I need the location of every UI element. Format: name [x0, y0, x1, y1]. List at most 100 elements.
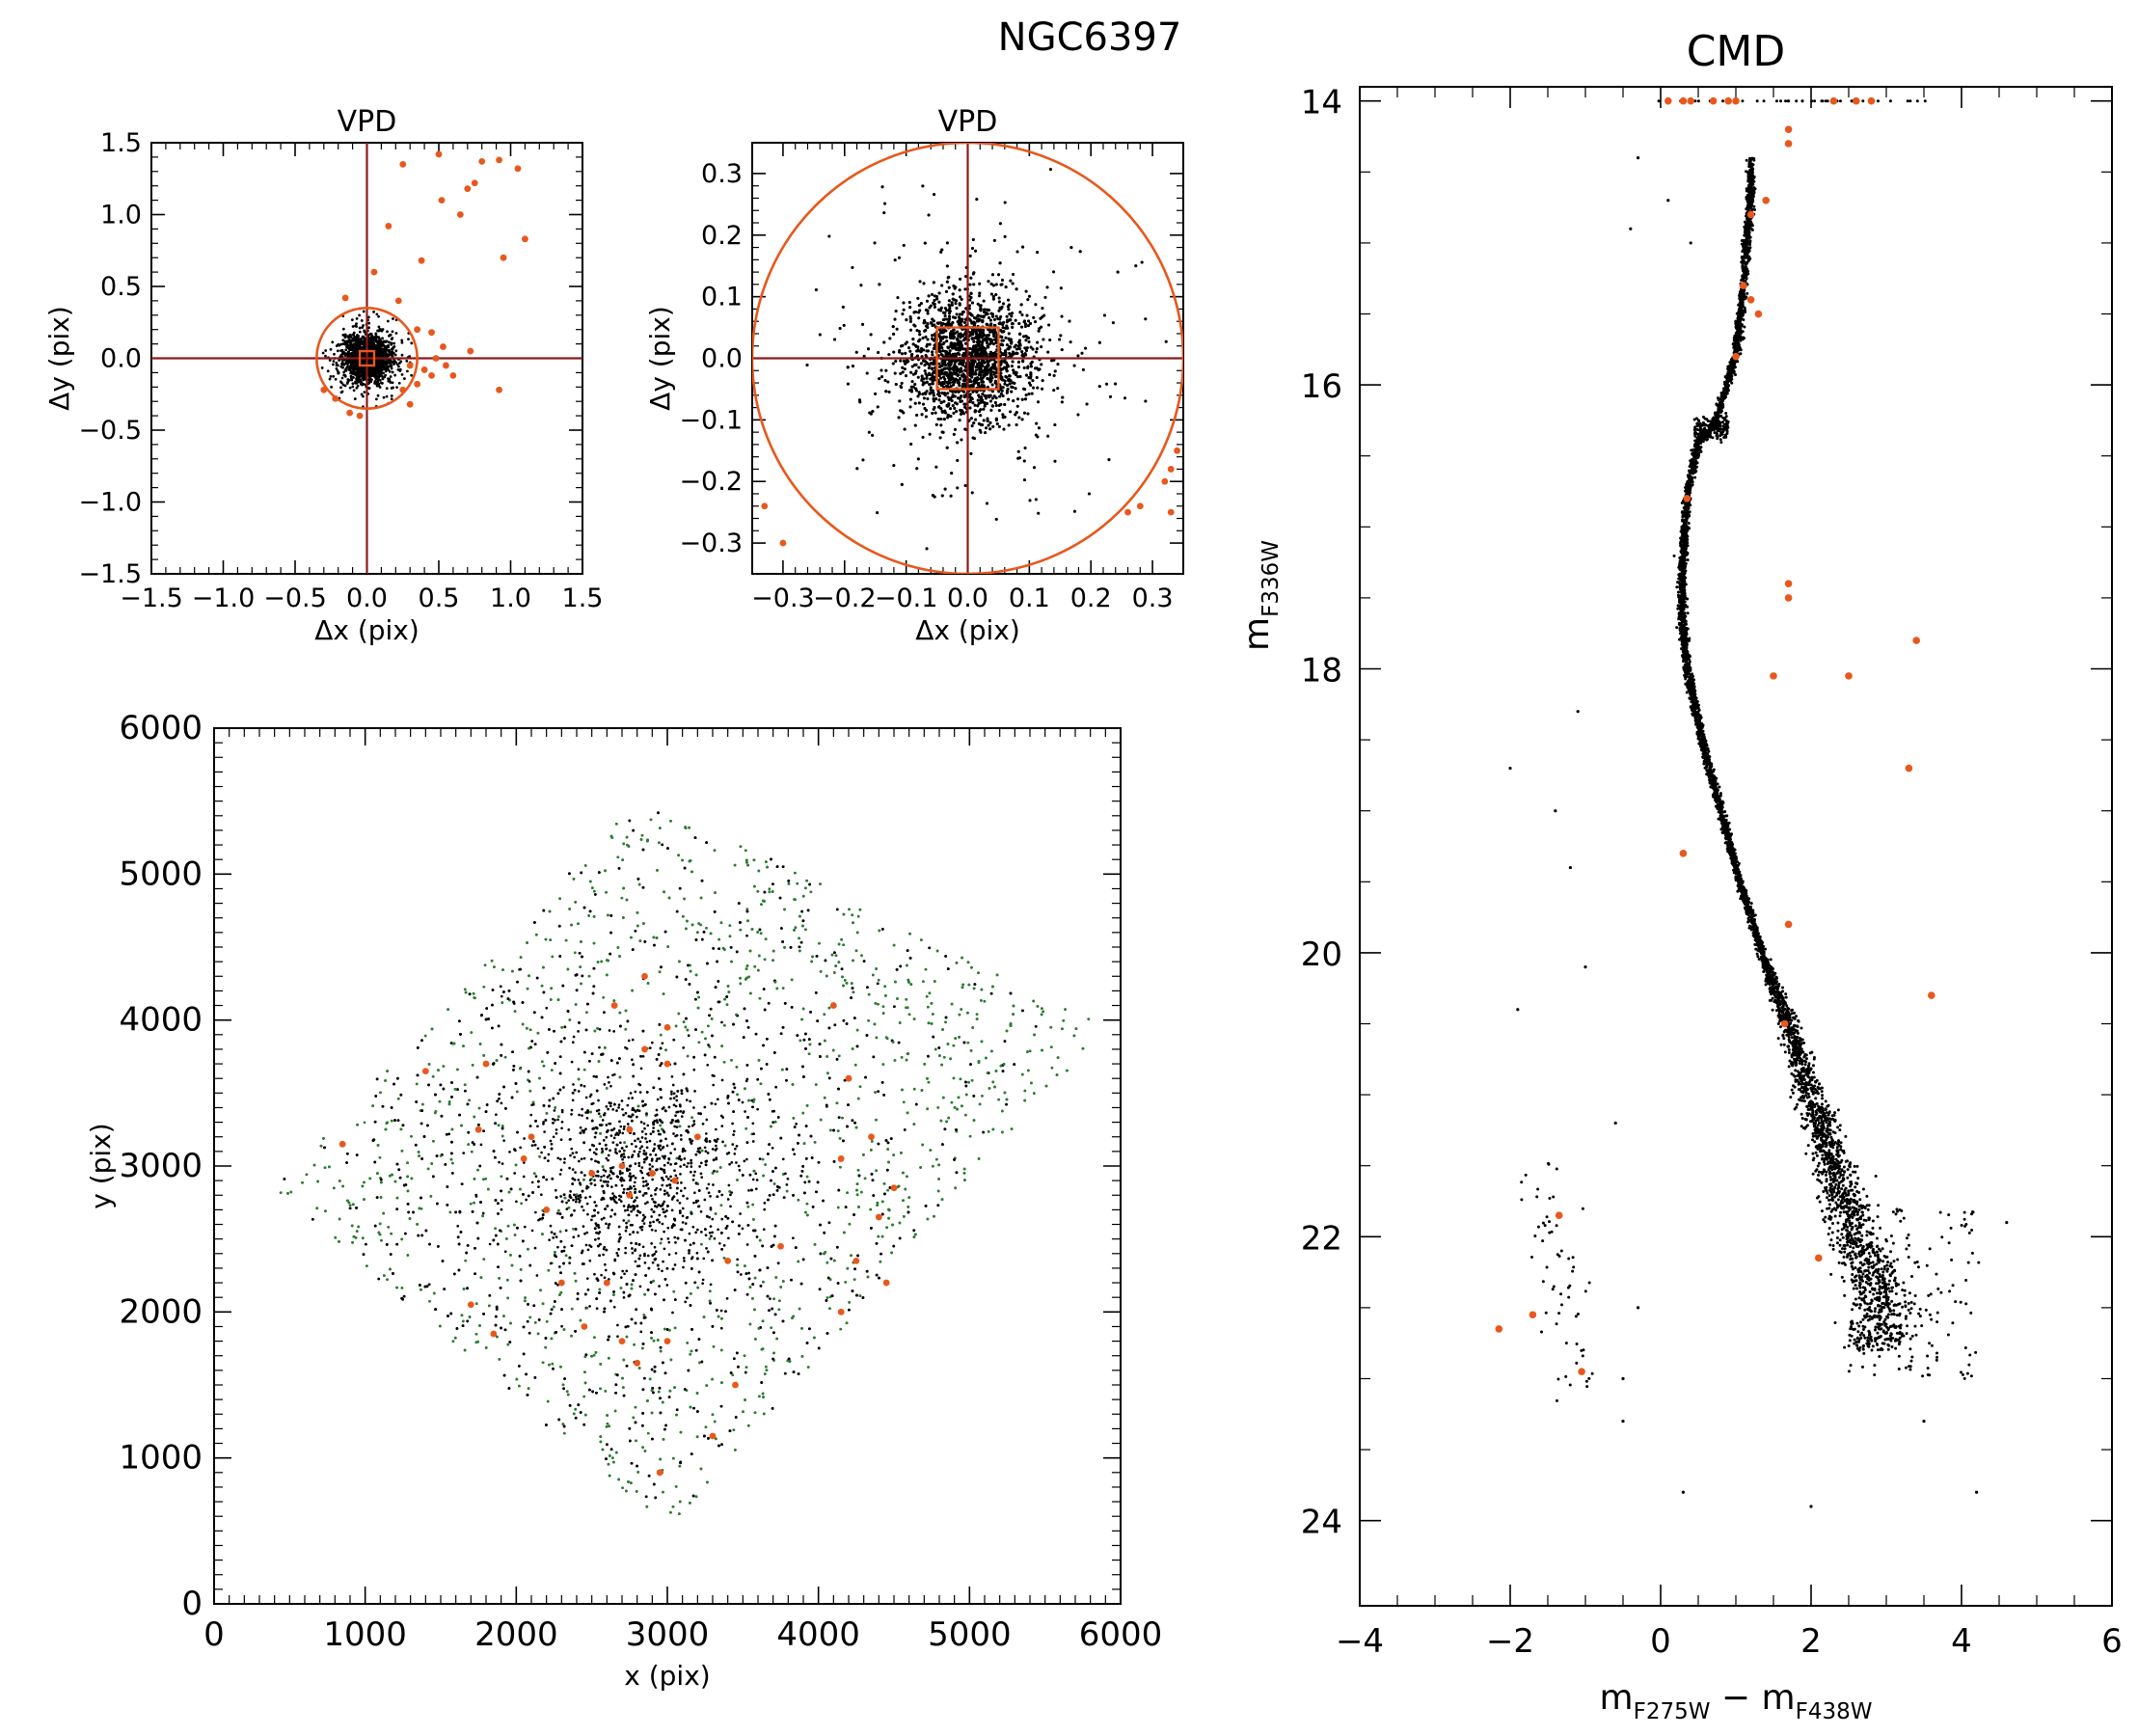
- member-star-point: [377, 314, 380, 318]
- member-star-point: [321, 351, 325, 355]
- member-star-point: [353, 349, 357, 353]
- member-star-point: [982, 419, 986, 422]
- field-star-point: [394, 297, 402, 305]
- member-star-point: [328, 377, 332, 381]
- member-star-point: [380, 359, 384, 363]
- inner-selection-box: [358, 349, 376, 367]
- member-star-point: [869, 412, 873, 416]
- member-star-point: [974, 368, 978, 372]
- member-star-point: [917, 316, 921, 320]
- member-star-point: [1059, 334, 1063, 338]
- member-star-point: [384, 339, 388, 343]
- field-star-point: [428, 329, 435, 337]
- member-star-point: [394, 361, 398, 365]
- member-star-point: [1035, 376, 1039, 380]
- y-tick-label: 0.5: [100, 272, 142, 302]
- member-star-point: [946, 395, 950, 399]
- member-star-point: [1037, 400, 1041, 404]
- member-star-point: [370, 347, 374, 351]
- member-star-point: [851, 266, 854, 270]
- member-star-point: [1015, 347, 1018, 351]
- field-star-point: [438, 197, 446, 204]
- member-star-point: [977, 373, 981, 377]
- member-star-point: [340, 376, 344, 380]
- member-star-point: [363, 391, 366, 393]
- member-star-point: [355, 362, 358, 366]
- member-star-point: [348, 386, 352, 390]
- member-star-point: [361, 361, 365, 364]
- member-star-point: [1002, 427, 1006, 431]
- member-star-point: [943, 307, 947, 311]
- member-star-point: [326, 369, 330, 373]
- member-star-point: [914, 369, 918, 373]
- member-star-point: [1007, 397, 1011, 401]
- member-star-point: [1026, 298, 1030, 302]
- member-star-point: [1042, 338, 1045, 341]
- member-star-point: [383, 367, 387, 370]
- member-star-point: [923, 369, 927, 373]
- field-star-point: [320, 386, 328, 393]
- member-star-point: [400, 339, 404, 342]
- member-star-point: [886, 380, 890, 384]
- member-star-point: [360, 346, 364, 349]
- member-star-point: [1111, 321, 1115, 325]
- field-star-point: [399, 386, 407, 393]
- member-star-point: [336, 349, 339, 353]
- member-star-point: [883, 379, 887, 383]
- member-star-point: [909, 443, 913, 447]
- member-star-point: [933, 347, 936, 351]
- member-star-point: [916, 394, 920, 398]
- member-star-point: [921, 402, 925, 406]
- member-star-point: [376, 329, 380, 333]
- member-star-point: [1144, 317, 1148, 321]
- member-star-point: [1022, 335, 1026, 339]
- member-star-point: [388, 334, 392, 337]
- member-star-point: [940, 494, 944, 498]
- member-star-point: [351, 338, 355, 341]
- plot-area: [151, 143, 582, 574]
- member-star-point: [371, 335, 375, 339]
- member-star-point: [356, 353, 359, 356]
- member-star-point: [1027, 381, 1031, 385]
- member-star-point: [348, 348, 352, 352]
- member-star-point: [925, 390, 929, 393]
- member-star-point: [394, 349, 398, 353]
- member-star-point: [938, 343, 942, 347]
- x-tick-label: −0.1: [875, 583, 938, 613]
- member-star-point: [1134, 264, 1138, 268]
- member-star-point: [388, 340, 391, 344]
- member-star-point: [377, 382, 381, 386]
- member-star-point: [953, 362, 957, 366]
- member-star-point: [355, 339, 359, 342]
- member-star-point: [349, 376, 353, 380]
- member-star-point: [341, 342, 345, 345]
- member-star-point: [367, 326, 370, 330]
- member-star-point: [374, 333, 378, 337]
- member-star-point: [1017, 416, 1021, 420]
- member-star-point: [1024, 322, 1028, 326]
- member-star-point: [360, 393, 364, 396]
- member-star-point: [391, 337, 394, 340]
- member-star-point: [913, 401, 917, 405]
- member-star-point: [351, 360, 354, 364]
- member-star-point: [894, 360, 898, 364]
- member-star-point: [972, 283, 976, 286]
- member-star-point: [343, 336, 347, 339]
- member-star-point: [921, 184, 925, 188]
- member-star-point: [917, 401, 921, 405]
- member-star-point: [382, 343, 386, 347]
- member-star-point: [341, 351, 345, 355]
- member-star-point: [378, 364, 381, 367]
- member-star-point: [375, 312, 379, 316]
- member-star-point: [400, 353, 404, 357]
- field-star-point: [356, 412, 364, 420]
- member-star-point: [994, 396, 998, 400]
- member-star-point: [939, 339, 943, 343]
- member-star-point: [950, 301, 954, 305]
- member-star-point: [381, 337, 384, 340]
- member-star-point: [406, 369, 409, 373]
- member-star-point: [378, 329, 382, 333]
- field-star-point: [370, 268, 378, 276]
- member-star-point: [924, 335, 928, 339]
- member-star-point: [1046, 350, 1050, 354]
